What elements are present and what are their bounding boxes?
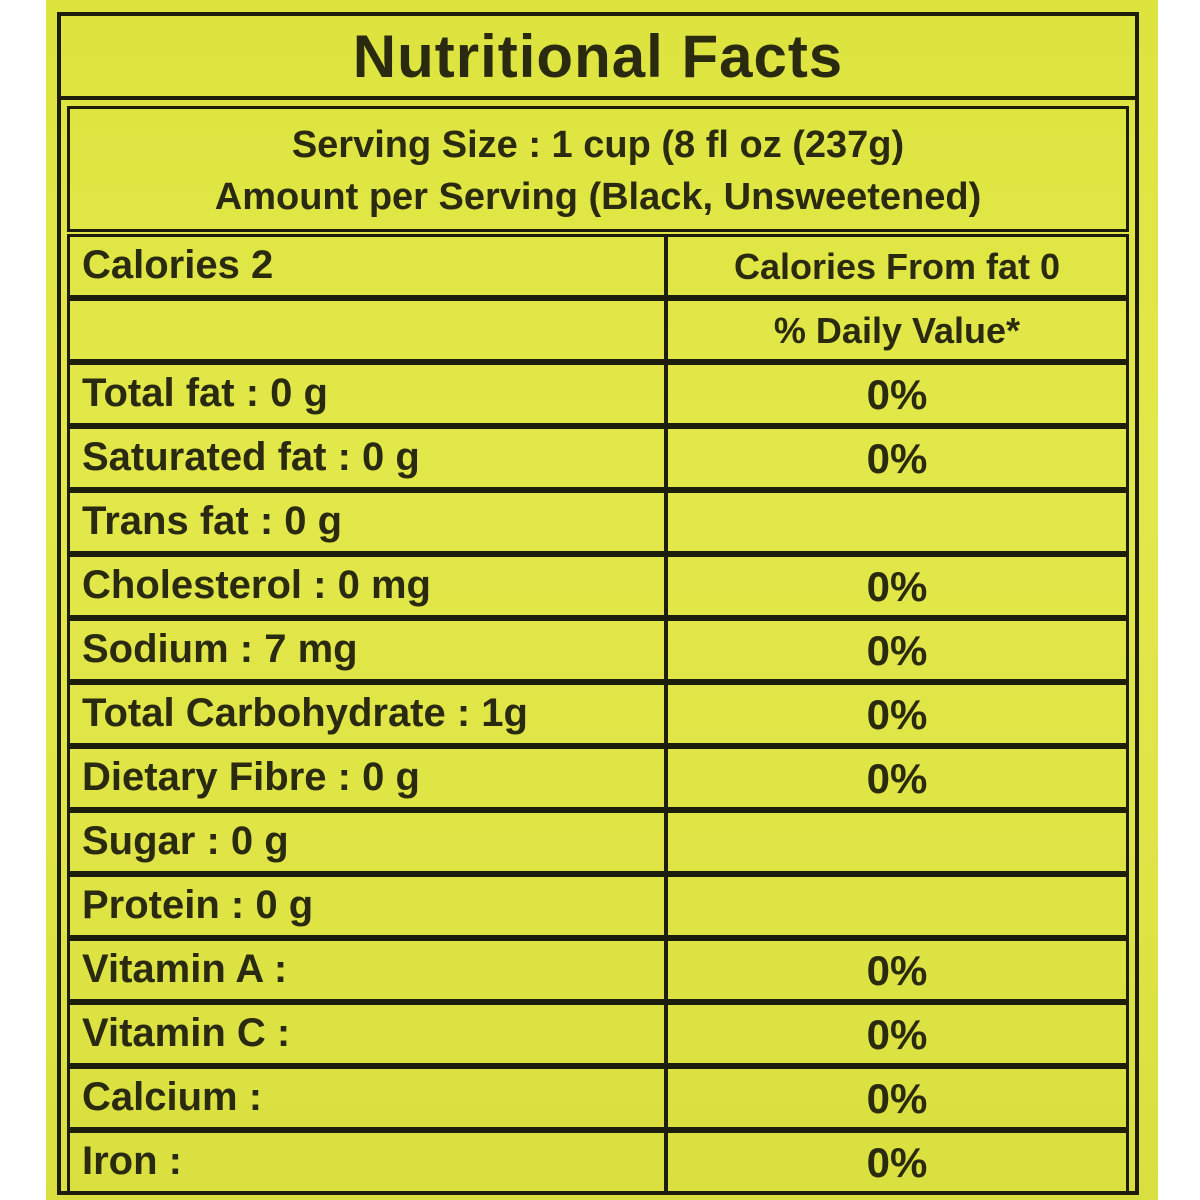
amount-per-serving: Amount per Serving (Black, Unsweetened) bbox=[214, 176, 982, 218]
nutrient-daily-value: 0% bbox=[664, 557, 1126, 615]
nutrient-name: Trans fat : 0 g bbox=[82, 499, 343, 543]
row-trans-fat: Trans fat : 0 g bbox=[67, 490, 1129, 554]
nutrient-name: Protein : 0 g bbox=[82, 883, 314, 927]
daily-value-header: % Daily Value* bbox=[664, 301, 1126, 359]
row-sodium: Sodium : 7 mg 0% bbox=[67, 618, 1129, 682]
row-total-fat: Total fat : 0 g 0% bbox=[67, 362, 1129, 426]
row-calories: Calories 2 Calories From fat 0 bbox=[67, 234, 1129, 298]
row-vitamin-a: Vitamin A : 0% bbox=[67, 938, 1129, 1002]
nutrient-daily-value: 0% bbox=[664, 365, 1126, 423]
nutrient-name: Sugar : 0 g bbox=[82, 819, 289, 863]
serving-size: Serving Size : 1 cup (8 fl oz (237g) bbox=[291, 124, 905, 166]
nutrient-daily-value bbox=[664, 493, 1126, 551]
nutrient-name: Total Carbohydrate : 1g bbox=[82, 691, 528, 735]
label-title: Nutritional Facts bbox=[61, 16, 1135, 100]
nutrient-daily-value: 0% bbox=[664, 685, 1126, 743]
row-saturated-fat: Saturated fat : 0 g 0% bbox=[67, 426, 1129, 490]
nutrient-name: Cholesterol : 0 mg bbox=[82, 563, 431, 607]
row-total-carbohydrate: Total Carbohydrate : 1g 0% bbox=[67, 682, 1129, 746]
nutrient-name: Vitamin A : bbox=[82, 947, 288, 991]
row-cholesterol: Cholesterol : 0 mg 0% bbox=[67, 554, 1129, 618]
row-sugar: Sugar : 0 g bbox=[67, 810, 1129, 874]
nutrient-daily-value: 0% bbox=[664, 941, 1126, 999]
nutrient-daily-value: 0% bbox=[664, 1005, 1126, 1063]
row-protein: Protein : 0 g bbox=[67, 874, 1129, 938]
nutrient-name: Total fat : 0 g bbox=[82, 371, 328, 415]
nutrient-daily-value: 0% bbox=[664, 621, 1126, 679]
nutrient-name: Vitamin C : bbox=[82, 1011, 291, 1055]
row-vitamin-c: Vitamin C : 0% bbox=[67, 1002, 1129, 1066]
nutrient-name: Sodium : 7 mg bbox=[82, 627, 358, 671]
calories: Calories 2 bbox=[82, 243, 274, 287]
nutrient-daily-value: 0% bbox=[664, 749, 1126, 807]
serving-info: Serving Size : 1 cup (8 fl oz (237g) Amo… bbox=[67, 106, 1129, 232]
nutrient-daily-value: 0% bbox=[664, 429, 1126, 487]
daily-value-header-left bbox=[70, 301, 664, 359]
nutrient-daily-value bbox=[664, 813, 1126, 871]
row-calcium: Calcium : 0% bbox=[67, 1066, 1129, 1130]
nutrient-daily-value: 0% bbox=[664, 1133, 1126, 1191]
calories-from-fat: Calories From fat 0 bbox=[664, 237, 1126, 295]
nutrition-label: Nutritional Facts Serving Size : 1 cup (… bbox=[57, 12, 1139, 1195]
nutrient-name: Iron : bbox=[82, 1139, 182, 1183]
row-dietary-fibre: Dietary Fibre : 0 g 0% bbox=[67, 746, 1129, 810]
nutrient-daily-value: 0% bbox=[664, 1069, 1126, 1127]
nutrient-name: Saturated fat : 0 g bbox=[82, 435, 420, 479]
nutrient-name: Calcium : bbox=[82, 1075, 263, 1119]
row-daily-value-header: % Daily Value* bbox=[67, 298, 1129, 362]
nutrient-name: Dietary Fibre : 0 g bbox=[82, 755, 420, 799]
nutrient-daily-value bbox=[664, 877, 1126, 935]
row-iron: Iron : 0% bbox=[67, 1130, 1129, 1194]
